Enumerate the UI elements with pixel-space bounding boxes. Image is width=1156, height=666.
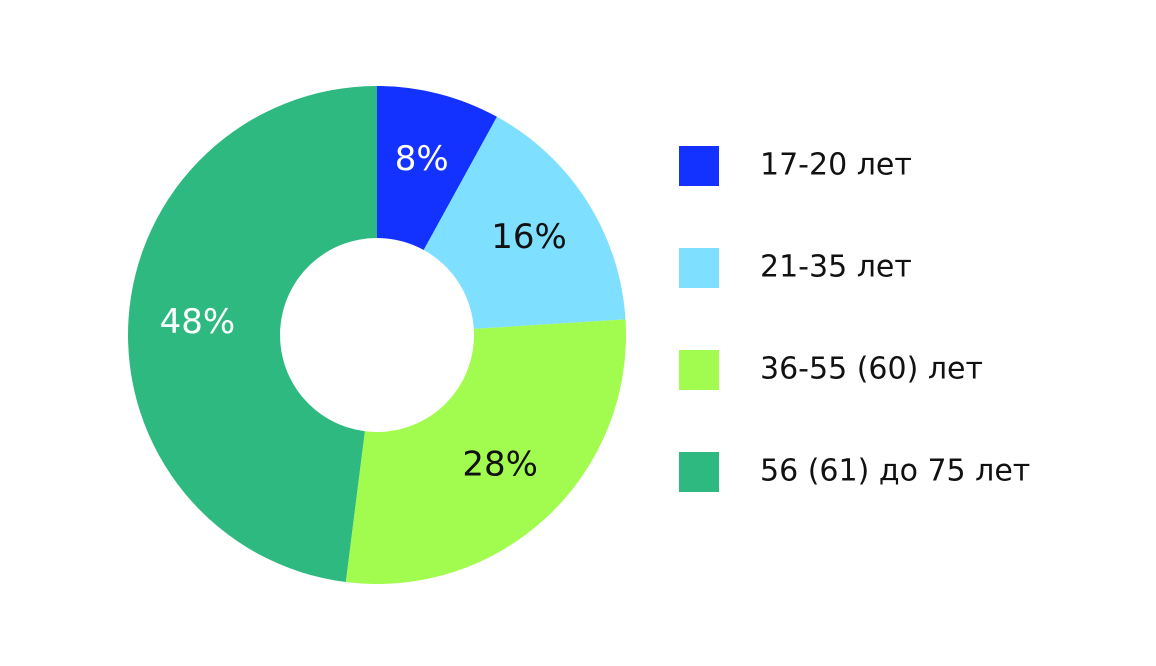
slice bbox=[377, 86, 497, 250]
legend-label: 17-20 лет bbox=[760, 148, 912, 183]
legend-label: 21-35 лет bbox=[760, 250, 912, 285]
legend-label: 36-55 (60) лет bbox=[760, 352, 983, 387]
slice bbox=[128, 86, 377, 583]
legend-label: 56 (61) до 75 лет bbox=[760, 454, 1030, 489]
value-label: 8% bbox=[395, 139, 449, 179]
slice bbox=[345, 319, 626, 584]
value-label: 48% bbox=[160, 302, 236, 342]
slice bbox=[423, 116, 626, 329]
legend-swatch bbox=[679, 350, 719, 390]
legend-swatch bbox=[679, 248, 719, 288]
legend-swatch bbox=[679, 452, 719, 492]
value-label: 16% bbox=[491, 217, 567, 257]
value-label: 28% bbox=[462, 445, 538, 485]
legend-swatch bbox=[679, 146, 719, 186]
